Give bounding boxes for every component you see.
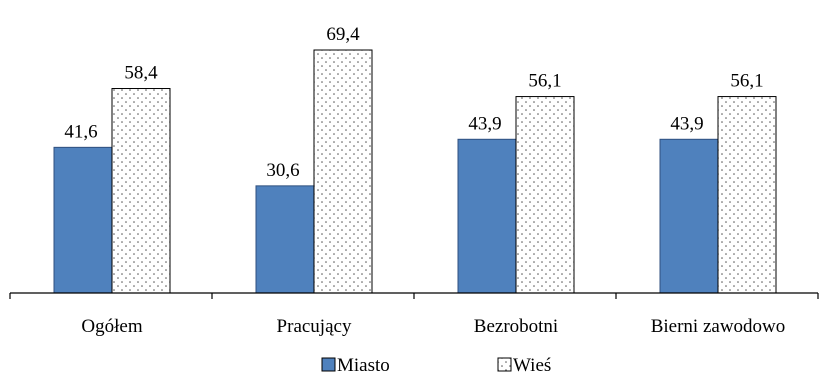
category-label-2: Bezrobotni — [474, 316, 558, 337]
bar-wies-2 — [515, 96, 575, 294]
legend-swatch-wies — [497, 357, 512, 372]
data-label-miasto-3: 43,9 — [670, 113, 703, 134]
bar-wies-3 — [717, 96, 777, 294]
bar-miasto-0 — [53, 146, 113, 294]
bar-miasto-3 — [659, 138, 719, 294]
data-label-miasto-2: 43,9 — [468, 113, 501, 134]
bar-miasto-1 — [255, 185, 315, 294]
bar-miasto-2 — [457, 138, 517, 294]
category-label-0: Ogółem — [81, 316, 142, 337]
legend-label-wies: Wieś — [513, 355, 551, 376]
legend-swatch-miasto — [321, 357, 336, 372]
bar-wies-1 — [313, 49, 373, 294]
data-label-wies-1: 69,4 — [326, 24, 360, 45]
bar-wies-0 — [111, 88, 171, 294]
category-label-1: Pracujący — [277, 316, 352, 337]
bars-layer — [53, 49, 777, 294]
category-label-3: Bierni zawodowo — [651, 316, 786, 337]
legend: Miasto Wieś — [321, 355, 551, 376]
data-labels: 41,6 58,4 30,6 69,4 43,9 56,1 43,9 56,1 — [64, 24, 763, 181]
category-labels: Ogółem Pracujący Bezrobotni Bierni zawodowo — [81, 316, 785, 337]
legend-label-miasto: Miasto — [337, 355, 390, 376]
data-label-wies-2: 56,1 — [528, 71, 561, 92]
data-label-wies-0: 58,4 — [124, 63, 158, 84]
data-label-wies-3: 56,1 — [730, 71, 763, 92]
data-label-miasto-0: 41,6 — [64, 121, 97, 142]
x-axis-ticks — [9, 293, 819, 299]
data-label-miasto-1: 30,6 — [266, 160, 299, 181]
